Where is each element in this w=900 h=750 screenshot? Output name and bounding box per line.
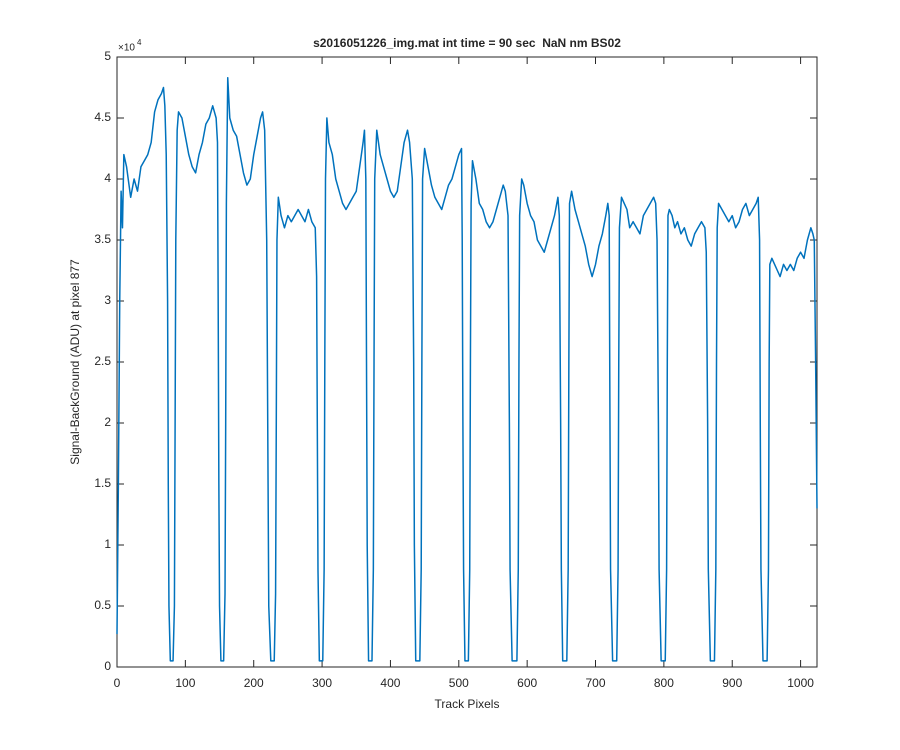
y-tick-label: 3.5	[94, 232, 111, 246]
x-tick-label: 200	[244, 676, 264, 690]
y-tick-label: 1	[104, 537, 111, 551]
y-tick-label: 0.5	[94, 598, 111, 612]
x-tick-label: 800	[654, 676, 674, 690]
x-tick-label: 600	[517, 676, 537, 690]
y-tick-label: 2	[104, 415, 111, 429]
x-tick-label: 400	[380, 676, 400, 690]
x-tick-label: 500	[449, 676, 469, 690]
y-multiplier-exponent: 4	[137, 38, 142, 47]
x-tick-label: 100	[175, 676, 195, 690]
data-line	[116, 76, 818, 662]
chart-title: s2016051226_img.mat int time = 90 sec Na…	[313, 36, 621, 50]
x-tick-label: 700	[586, 676, 606, 690]
y-tick-label: 2.5	[94, 354, 111, 368]
y-tick-label: 0	[104, 659, 111, 673]
y-tick-label: 4	[104, 171, 111, 185]
y-tick-label: 3	[104, 293, 111, 307]
y-tick-label: 1.5	[94, 476, 111, 490]
y-multiplier: ×10	[118, 43, 135, 54]
y-axis-label: Signal-BackGround (ADU) at pixel 877	[68, 259, 82, 465]
y-tick-label: 5	[104, 49, 111, 63]
x-tick-label: 900	[722, 676, 742, 690]
x-tick-label: 0	[114, 676, 121, 690]
x-axis-label: Track Pixels	[435, 697, 500, 711]
y-tick-label: 4.5	[94, 110, 111, 124]
x-tick-label: 1000	[787, 676, 814, 690]
x-tick-label: 300	[312, 676, 332, 690]
